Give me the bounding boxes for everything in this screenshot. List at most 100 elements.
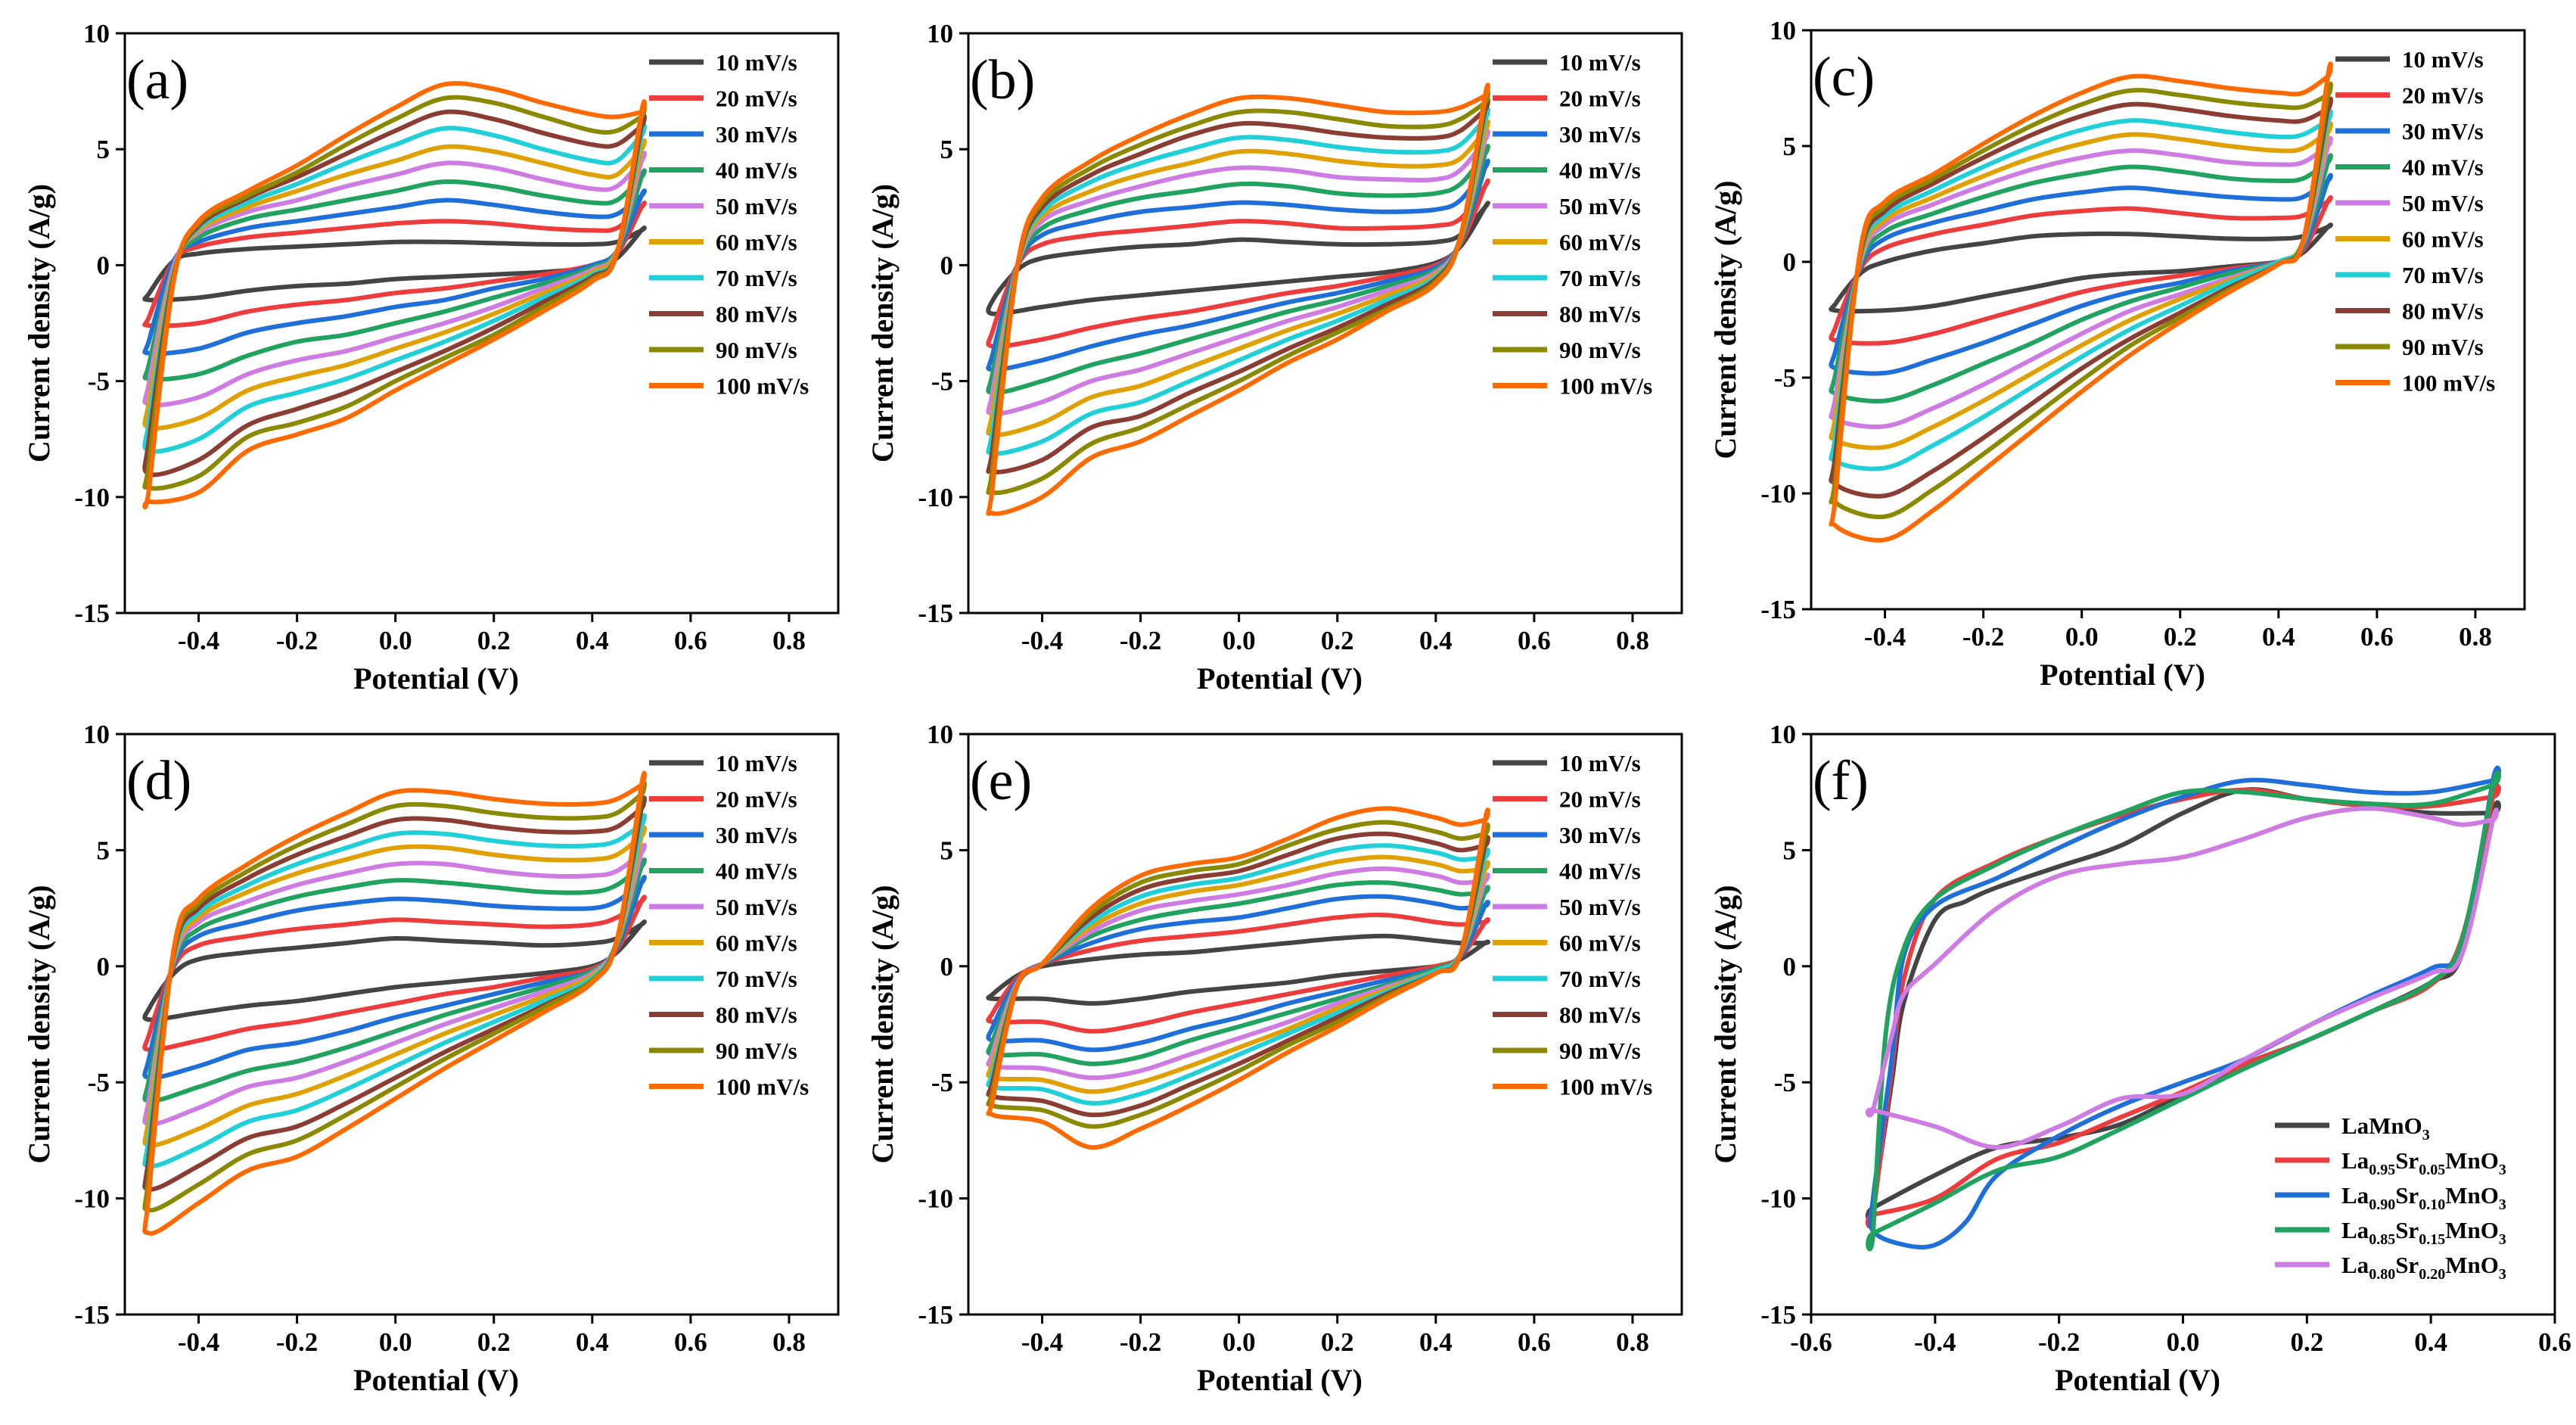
legend-text-part: MnO xyxy=(2445,1147,2499,1174)
x-tick-label: -0.2 xyxy=(1962,622,2004,652)
legend-subscript: 0.10 xyxy=(2419,1196,2445,1213)
x-tick-label: 0.2 xyxy=(1321,626,1354,655)
legend-label: 80 mV/s xyxy=(716,301,797,328)
cv-curve-80-mV-s xyxy=(142,109,647,478)
cv-curve-80-mV-s xyxy=(986,831,1490,1118)
curve-group xyxy=(142,770,647,1236)
legend-label: 60 mV/s xyxy=(716,229,797,256)
legend-label: 80 mV/s xyxy=(1559,1002,1641,1028)
y-axis-label: Current density (A/g) xyxy=(22,885,56,1163)
legend-label: 50 mV/s xyxy=(716,894,797,920)
legend-label: 60 mV/s xyxy=(1559,930,1641,957)
cv-curve-20-mV-s xyxy=(142,895,647,1053)
legend-label: 20 mV/s xyxy=(1559,86,1641,112)
y-axis-label: Current density (A/g) xyxy=(865,184,900,462)
x-axis-label: Potential (V) xyxy=(2055,1363,2220,1397)
y-tick-label: -15 xyxy=(74,1300,110,1330)
panel-c: -0.4 -0.2 0.0 0.2 0.4 0.6 0.8 10 5 0 -5 -10 -15 Poten… xyxy=(1708,16,2526,692)
x-tick-label: -0.2 xyxy=(2038,1327,2080,1357)
legend-label: 100 mV/s xyxy=(1559,373,1652,400)
x-axis-label: Potential (V) xyxy=(1197,1363,1363,1397)
cv-curve-50-mV-s xyxy=(142,151,647,408)
legend-label: 90 mV/s xyxy=(716,1038,797,1064)
legend-text-part: MnO xyxy=(2445,1217,2499,1243)
cv-curve-40-mV-s xyxy=(1829,153,2333,404)
cv-curve-70-mV-s xyxy=(142,813,647,1168)
curve-group xyxy=(1829,61,2333,543)
legend-label: 30 mV/s xyxy=(716,822,797,848)
x-tick-label: 0.0 xyxy=(2065,622,2099,652)
plot-frame xyxy=(967,32,1683,614)
y-tick-label: -10 xyxy=(1760,1184,1796,1214)
x-tick-label: 0.2 xyxy=(477,1327,511,1357)
legend-label: La0.85Sr0.15MnO3 xyxy=(2341,1217,2506,1248)
x-tick-label: 0.6 xyxy=(1518,1327,1551,1357)
legend-label: 100 mV/s xyxy=(2402,370,2495,397)
x-tick-label: 0.4 xyxy=(576,626,609,655)
legend-label: 10 mV/s xyxy=(1559,750,1641,776)
legend-label: La0.90Sr0.10MnO3 xyxy=(2341,1182,2506,1213)
cv-curve-90-mV-s xyxy=(142,780,647,1212)
legend-label: LaMnO3 xyxy=(2341,1112,2430,1143)
plot-frame xyxy=(1810,29,2526,611)
x-tick-label: 0.8 xyxy=(1616,1327,1649,1357)
y-tick-label: -5 xyxy=(931,367,953,397)
x-tick-label: -0.2 xyxy=(276,1327,318,1357)
cv-curve-20-mV-s xyxy=(986,178,1490,349)
x-tick-label: 0.0 xyxy=(1223,1327,1256,1357)
y-tick-label: 5 xyxy=(97,835,110,865)
legend-text-part: Sr xyxy=(2395,1147,2419,1174)
y-tick-label: -10 xyxy=(918,1184,953,1214)
y-tick-label: 5 xyxy=(1783,835,1797,865)
legend-subscript: 0.20 xyxy=(2419,1266,2445,1283)
cv-curve-100-mV-s xyxy=(1829,61,2333,543)
legend-label: 40 mV/s xyxy=(2402,154,2484,181)
cv-curve-90-mV-s xyxy=(1829,81,2333,520)
x-tick-label: 0.0 xyxy=(1223,626,1256,655)
curve-group xyxy=(986,806,1490,1150)
cv-curve-10-mV-s xyxy=(1829,222,2333,314)
legend-label: 100 mV/s xyxy=(716,373,809,400)
y-tick-label: -5 xyxy=(931,1068,953,1097)
x-tick-label: -0.4 xyxy=(1864,622,1906,652)
x-tick-label: 0.4 xyxy=(2414,1327,2447,1357)
legend-label: 30 mV/s xyxy=(1559,121,1641,148)
y-tick-label: 10 xyxy=(83,720,110,749)
legend-text-part: Sr xyxy=(2395,1182,2419,1209)
y-tick-label: -15 xyxy=(1760,595,1796,624)
x-tick-label: -0.4 xyxy=(178,1327,219,1357)
x-tick-label: 0.4 xyxy=(2262,622,2295,652)
cv-curve-40-mV-s xyxy=(986,880,1490,1066)
legend-subscript: 0.05 xyxy=(2419,1162,2445,1178)
y-tick-label: 5 xyxy=(1783,132,1797,161)
curve-group xyxy=(986,82,1490,516)
y-tick-label: -15 xyxy=(918,599,953,628)
legend-subscript: 3 xyxy=(2422,1127,2430,1143)
cv-curve-30-mV-s xyxy=(142,874,647,1081)
x-tick-label: 0.2 xyxy=(1321,1327,1354,1357)
legend-label: 10 mV/s xyxy=(2402,46,2484,73)
y-tick-label: -15 xyxy=(918,1300,953,1330)
x-tick-label: -0.4 xyxy=(1021,626,1063,655)
legend-label: 80 mV/s xyxy=(1559,301,1641,328)
x-tick-label: 0.4 xyxy=(1419,1327,1453,1357)
x-tick-label: -0.2 xyxy=(1120,626,1161,655)
y-tick-label: 10 xyxy=(927,720,953,749)
legend-subscript: 0.15 xyxy=(2419,1231,2445,1248)
y-axis-label: Current density (A/g) xyxy=(865,885,900,1163)
y-tick-label: 5 xyxy=(940,835,954,865)
cv-curve-50-mV-s xyxy=(986,866,1490,1081)
y-tick-label: 5 xyxy=(97,135,110,164)
legend-label: 70 mV/s xyxy=(716,265,797,291)
legend-label: 90 mV/s xyxy=(2402,334,2484,360)
cv-curve-90-mV-s xyxy=(986,820,1490,1129)
panel-e: -0.4 -0.2 0.0 0.2 0.4 0.6 0.8 10 5 0 -5 -10 -15 Poten… xyxy=(865,720,1683,1397)
y-tick-label: -10 xyxy=(74,483,110,512)
plot-frame xyxy=(123,32,840,614)
cv-curve-100-mV-s xyxy=(986,806,1490,1150)
legend-subscript: 3 xyxy=(2499,1266,2506,1283)
legend-label: 60 mV/s xyxy=(716,930,797,957)
y-tick-label: 10 xyxy=(83,19,110,48)
legend-label: 30 mV/s xyxy=(1559,822,1641,848)
